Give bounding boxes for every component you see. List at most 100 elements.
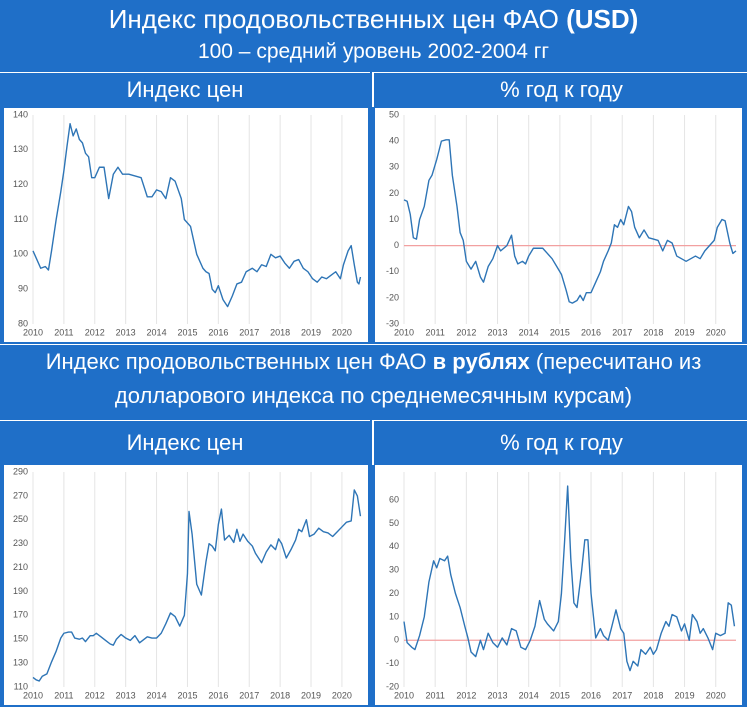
- x-tick-label: 2018: [643, 327, 663, 337]
- x-tick-label: 2016: [581, 327, 601, 337]
- chart: 2010 2011 2012 2013 2014 2015 2016 2017 2018 2019…: [4, 465, 368, 705]
- x-tick-label: 2017: [612, 690, 632, 700]
- y-tick-label: 0: [394, 635, 399, 645]
- x-tick-label: 2014: [519, 690, 539, 700]
- y-tick-label: 10: [389, 611, 399, 621]
- chart: 2010 2011 2012 2013 2014 2015 2016 2017 2018 2019…: [375, 465, 742, 705]
- subtitle: 100 – средний уровень 2002-2004 гг: [197, 40, 550, 63]
- x-tick-label: 2017: [612, 327, 632, 337]
- y-tick-label: 50: [389, 518, 399, 528]
- x-tick-label: 2014: [147, 327, 167, 337]
- y-tick-label: 20: [389, 188, 399, 198]
- x-tick-label: 2020: [332, 327, 352, 337]
- y-tick-label: 30: [389, 162, 399, 172]
- x-tick-label: 2013: [116, 327, 136, 337]
- y-tick-label: 270: [13, 490, 28, 500]
- title-emphasis: (USD): [566, 4, 639, 34]
- x-tick-label: 2012: [456, 327, 476, 337]
- y-tick-label: 20: [389, 588, 399, 598]
- y-tick-label: 130: [13, 144, 28, 154]
- x-tick-label: 2014: [147, 690, 167, 700]
- data-line: [32, 489, 362, 682]
- x-tick-label: 2011: [425, 690, 444, 700]
- x-tick-label: 2014: [519, 327, 539, 337]
- x-tick-label: 2018: [270, 327, 290, 337]
- y-tick-label: -20: [386, 681, 399, 691]
- x-tick-label: 2016: [581, 690, 601, 700]
- x-tick-label: 2019: [301, 690, 321, 700]
- y-tick-label: 110: [14, 214, 28, 224]
- y-tick-label: 120: [13, 179, 28, 189]
- y-tick-label: 150: [13, 634, 28, 644]
- x-tick-label: 2019: [675, 327, 695, 337]
- x-tick-label: 2012: [85, 690, 105, 700]
- main-title: Индекс продовольственных цен ФАО (USD): [0, 4, 747, 35]
- x-tick-label: 2011: [54, 327, 73, 337]
- x-tick-label: 2012: [456, 690, 476, 700]
- data-line: [403, 139, 737, 304]
- panel-header: % год к году: [372, 420, 747, 465]
- x-tick-label: 2015: [550, 690, 570, 700]
- x-tick-label: 2010: [394, 327, 414, 337]
- y-tick-label: 250: [13, 514, 28, 524]
- y-tick-label: 130: [13, 657, 28, 667]
- x-tick-label: 2012: [85, 327, 105, 337]
- section-emphasis: в рублях: [432, 349, 530, 374]
- x-tick-label: 2016: [208, 690, 228, 700]
- x-tick-label: 2013: [488, 690, 508, 700]
- y-tick-label: 170: [13, 610, 28, 620]
- x-tick-label: 2010: [394, 690, 414, 700]
- data-line: [32, 123, 362, 308]
- x-tick-label: 2015: [550, 327, 570, 337]
- x-tick-label: 2015: [177, 327, 197, 337]
- y-tick-label: 40: [389, 136, 399, 146]
- y-tick-label: -30: [386, 318, 399, 328]
- x-tick-label: 2013: [488, 327, 508, 337]
- y-tick-label: 290: [13, 466, 28, 476]
- y-tick-label: -20: [386, 292, 399, 302]
- title-text: Индекс продовольственных цен ФАО: [108, 4, 559, 34]
- y-tick-label: 40: [389, 541, 399, 551]
- y-tick-label: 110: [14, 681, 28, 691]
- y-tick-label: 50: [389, 109, 399, 119]
- x-tick-label: 2019: [301, 327, 321, 337]
- section-text: (пересчитано из долларового индекса по с…: [114, 349, 702, 408]
- y-tick-label: 230: [13, 538, 28, 548]
- x-tick-label: 2010: [23, 690, 43, 700]
- x-tick-label: 2011: [54, 690, 73, 700]
- y-tick-label: 0: [394, 240, 399, 250]
- x-tick-label: 2018: [270, 690, 290, 700]
- chart: 2010 2011 2012 2013 2014 2015 2016 2017 2018 2019…: [4, 108, 368, 342]
- x-tick-label: 2020: [706, 690, 726, 700]
- y-tick-label: -10: [386, 266, 399, 276]
- panel-header: Индекс цен: [0, 72, 370, 107]
- chart: 2010 2011 2012 2013 2014 2015 2016 2017 2018 2019…: [375, 108, 742, 342]
- y-tick-label: -10: [386, 658, 399, 668]
- y-tick-label: 100: [13, 249, 28, 259]
- x-tick-label: 2020: [706, 327, 726, 337]
- data-line: [403, 485, 736, 672]
- x-tick-label: 2020: [332, 690, 352, 700]
- y-tick-label: 190: [13, 586, 28, 596]
- panel-header: Индекс цен: [0, 420, 370, 465]
- x-tick-label: 2016: [208, 327, 228, 337]
- x-tick-label: 2015: [177, 690, 197, 700]
- x-tick-label: 2017: [239, 690, 259, 700]
- x-tick-label: 2019: [675, 690, 695, 700]
- y-tick-label: 10: [389, 214, 399, 224]
- x-tick-label: 2011: [425, 327, 444, 337]
- x-tick-label: 2013: [116, 690, 136, 700]
- y-tick-label: 60: [389, 494, 399, 504]
- panel-header: % год к году: [372, 72, 747, 107]
- y-tick-label: 30: [389, 565, 399, 575]
- x-tick-label: 2010: [23, 327, 43, 337]
- section-title: Индекс продовольственных цен ФАО в рубля…: [0, 344, 747, 416]
- x-tick-label: 2018: [643, 690, 663, 700]
- x-tick-label: 2017: [239, 327, 259, 337]
- y-tick-label: 80: [18, 318, 28, 328]
- y-tick-label: 210: [13, 562, 28, 572]
- y-tick-label: 90: [18, 284, 28, 294]
- y-tick-label: 140: [13, 109, 28, 119]
- section-text: Индекс продовольственных цен ФАО: [45, 349, 427, 374]
